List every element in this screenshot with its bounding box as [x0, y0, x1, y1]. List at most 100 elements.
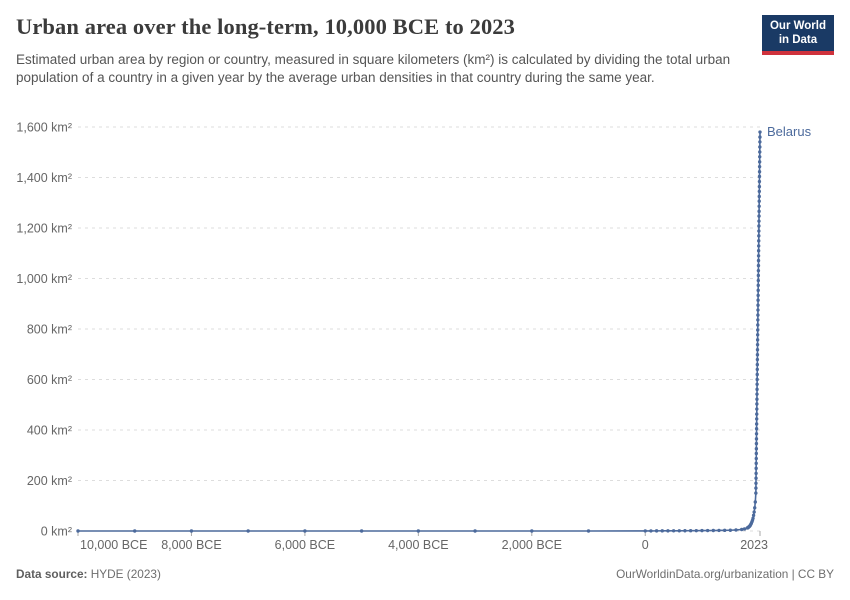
owid-logo: Our World in Data	[761, 15, 834, 55]
data-point	[754, 441, 759, 446]
data-point	[755, 392, 759, 396]
data-point	[756, 303, 760, 307]
y-axis-label-600: 600 km²	[27, 373, 72, 387]
data-point	[755, 367, 759, 372]
x-axis-label: 10,000 BCE	[80, 538, 147, 552]
data-point	[694, 528, 698, 533]
data-point	[671, 529, 676, 533]
data-point	[688, 529, 693, 533]
data-point	[303, 529, 307, 533]
data-point	[754, 471, 758, 476]
x-axis-label: 4,000 BCE	[388, 538, 448, 552]
data-point	[757, 160, 762, 164]
data-point	[751, 513, 756, 518]
data-point	[755, 362, 760, 367]
data-point	[752, 510, 756, 514]
data-point	[757, 224, 761, 228]
data-point	[757, 209, 761, 214]
data-point	[756, 273, 761, 278]
data-point	[754, 437, 759, 441]
data-point	[753, 506, 757, 510]
y-axis-label-800: 800 km²	[27, 323, 72, 337]
data-point	[754, 422, 759, 426]
data-point	[756, 278, 760, 283]
data-point	[473, 529, 477, 533]
footer-citation-link[interactable]: OurWorldinData.org/urbanization | CC BY	[616, 567, 834, 581]
data-point	[757, 229, 761, 233]
data-point	[751, 516, 755, 521]
data-point	[755, 342, 760, 347]
data-point	[755, 348, 760, 352]
data-point	[705, 528, 710, 533]
data-point	[757, 189, 762, 194]
data-point	[757, 244, 761, 248]
data-point	[754, 481, 758, 485]
data-point	[246, 529, 250, 533]
data-point	[683, 529, 687, 533]
data-point	[757, 179, 762, 184]
data-source: Data source: HYDE (2023)	[16, 567, 161, 581]
data-point	[757, 169, 762, 174]
y-axis-label-200: 200 km²	[27, 474, 72, 488]
x-axis-label: 0	[642, 538, 649, 552]
owid-logo-line1: Our World	[769, 20, 826, 32]
data-point	[756, 258, 761, 263]
y-axis-label-0: 0 km²	[41, 525, 72, 539]
data-point	[756, 249, 761, 253]
data-point	[722, 528, 727, 533]
data-point	[757, 164, 762, 169]
data-point	[756, 254, 761, 258]
data-point	[754, 451, 759, 456]
data-point	[755, 387, 759, 392]
data-point	[755, 402, 759, 406]
y-axis-label-1200: 1,200 km²	[16, 222, 72, 236]
data-point	[754, 432, 759, 436]
data-point	[755, 333, 760, 337]
data-source-value: HYDE (2023)	[90, 567, 161, 581]
data-point	[757, 214, 761, 218]
data-point	[728, 528, 733, 532]
data-point	[754, 491, 758, 495]
data-point	[756, 293, 760, 298]
data-point	[757, 239, 761, 243]
data-point	[757, 199, 761, 203]
data-point	[739, 527, 744, 532]
data-point	[76, 529, 80, 533]
data-point	[754, 476, 758, 480]
data-source-label: Data source:	[16, 567, 88, 581]
data-point	[755, 372, 759, 377]
data-point	[416, 529, 421, 533]
data-point	[754, 456, 758, 461]
data-point	[756, 323, 760, 327]
data-point	[734, 528, 738, 532]
data-point	[359, 529, 364, 533]
data-point	[756, 283, 760, 288]
data-point	[133, 529, 137, 533]
data-point	[756, 298, 760, 302]
x-axis-label: 2023	[740, 538, 768, 552]
chart-footer: Data source: HYDE (2023) OurWorldinData.…	[16, 567, 834, 581]
data-point	[754, 427, 759, 431]
data-point	[755, 382, 759, 386]
data-point	[742, 527, 747, 531]
y-axis-label-400: 400 km²	[27, 424, 72, 438]
data-point	[755, 397, 759, 401]
data-point	[756, 313, 760, 317]
data-point	[711, 528, 716, 533]
data-point	[754, 461, 758, 466]
y-axis-label-1600: 1,600 km²	[16, 121, 72, 135]
data-point	[643, 529, 647, 533]
data-point	[754, 486, 758, 490]
series-end-label: Belarus	[767, 124, 812, 140]
data-point	[758, 145, 762, 149]
data-point	[758, 150, 762, 154]
x-axis-label: 6,000 BCE	[275, 538, 335, 552]
data-point	[756, 268, 761, 273]
data-point	[757, 174, 762, 179]
data-point	[756, 308, 760, 312]
data-point	[700, 528, 704, 533]
data-point	[757, 184, 762, 189]
page-title: Urban area over the long-term, 10,000 BC…	[16, 14, 516, 39]
